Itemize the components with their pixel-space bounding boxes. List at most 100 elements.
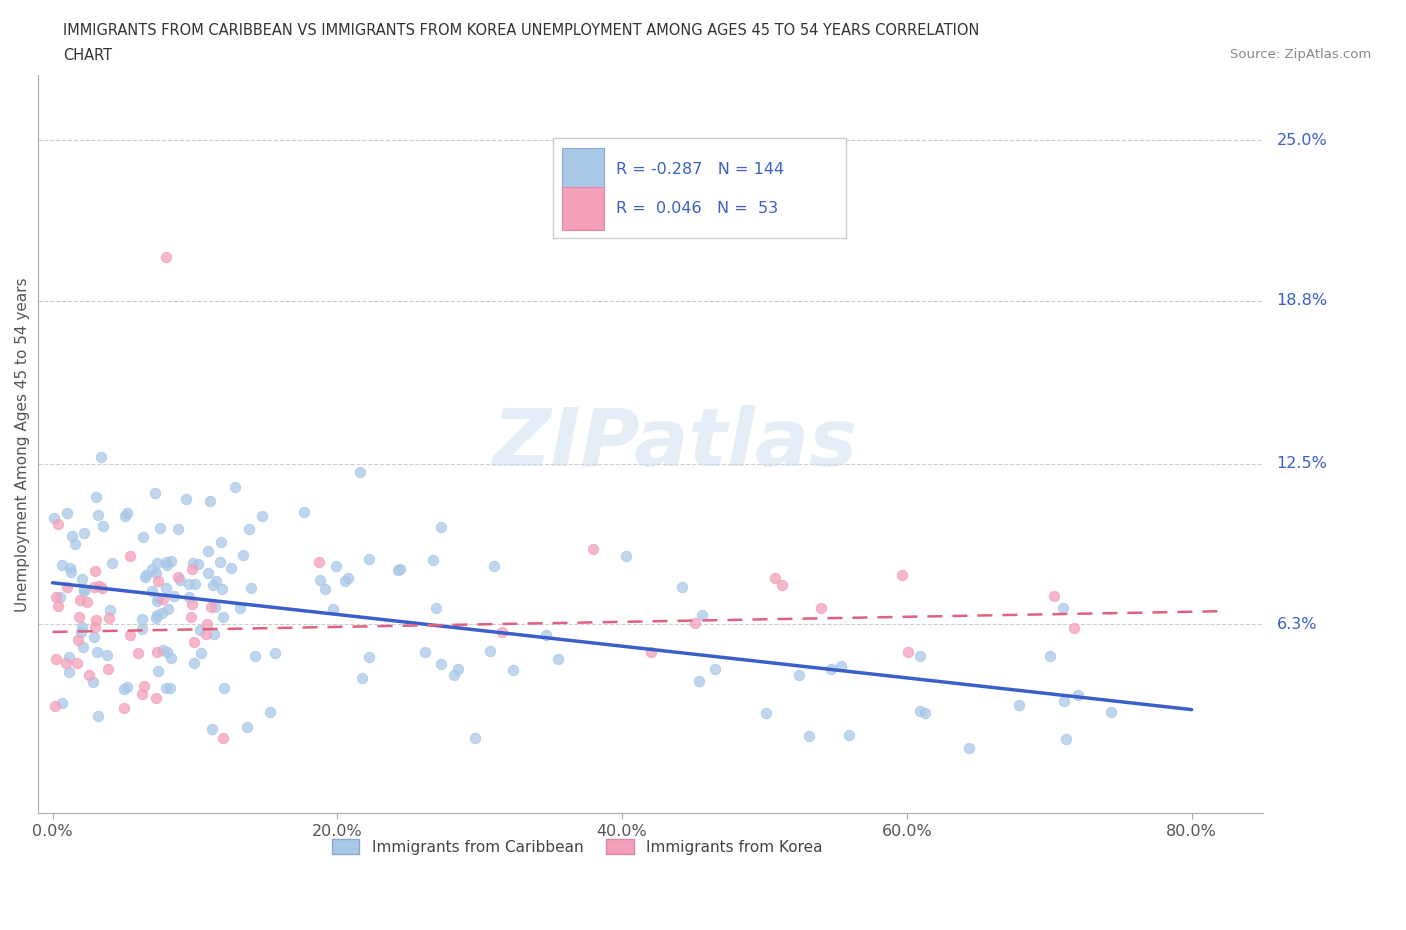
Point — [1063, 621, 1085, 636]
Point — [219, 561, 242, 576]
Point — [447, 661, 470, 676]
Point — [838, 727, 860, 742]
Point — [325, 559, 347, 574]
Point — [90, 449, 112, 464]
Point — [910, 703, 932, 718]
Point — [640, 644, 662, 659]
Point — [156, 645, 179, 660]
Point — [359, 649, 381, 664]
Point — [482, 559, 505, 574]
Point — [166, 522, 188, 537]
Point — [58, 561, 80, 576]
Point — [145, 644, 167, 659]
Point — [96, 648, 118, 663]
Point — [87, 578, 110, 593]
Point — [478, 644, 501, 658]
Point — [145, 611, 167, 626]
Legend: Immigrants from Caribbean, Immigrants from Korea: Immigrants from Caribbean, Immigrants fr… — [326, 833, 828, 861]
Point — [211, 582, 233, 597]
Point — [131, 622, 153, 637]
Point — [73, 582, 96, 597]
Point — [908, 649, 931, 664]
Point — [443, 668, 465, 683]
Point — [149, 521, 172, 536]
Point — [146, 555, 169, 570]
Point — [197, 565, 219, 580]
Point — [90, 580, 112, 595]
Point — [97, 611, 120, 626]
Point — [387, 563, 409, 578]
Point — [212, 731, 235, 746]
Text: CHART: CHART — [63, 48, 112, 63]
Point — [212, 609, 235, 624]
Point — [333, 574, 356, 589]
Point — [59, 565, 82, 579]
Text: ZIPatlas: ZIPatlas — [492, 405, 858, 484]
Point — [204, 574, 226, 589]
Point — [155, 580, 177, 595]
Point — [134, 569, 156, 584]
Text: IMMIGRANTS FROM CARIBBEAN VS IMMIGRANTS FROM KOREA UNEMPLOYMENT AMONG AGES 45 TO: IMMIGRANTS FROM CARIBBEAN VS IMMIGRANTS … — [63, 23, 980, 38]
Point — [160, 554, 183, 569]
Point — [243, 649, 266, 664]
Point — [239, 580, 262, 595]
Point — [1067, 687, 1090, 702]
Point — [146, 574, 169, 589]
Point — [146, 608, 169, 623]
Point — [86, 645, 108, 660]
Point — [787, 668, 810, 683]
Point — [152, 591, 174, 606]
Point — [238, 522, 260, 537]
Point — [145, 691, 167, 706]
Point — [799, 728, 821, 743]
Point — [704, 661, 727, 676]
Point — [58, 665, 80, 680]
Point — [250, 509, 273, 524]
Point — [1054, 731, 1077, 746]
Point — [155, 249, 177, 264]
Point — [156, 557, 179, 572]
Point — [1043, 589, 1066, 604]
Point — [97, 662, 120, 677]
Point — [204, 600, 226, 615]
Point — [60, 528, 83, 543]
Point — [76, 594, 98, 609]
Point — [70, 571, 93, 586]
Point — [160, 650, 183, 665]
Point — [84, 613, 107, 628]
Point — [112, 701, 135, 716]
Point — [91, 518, 114, 533]
Point — [148, 664, 170, 679]
Point — [1008, 698, 1031, 712]
Point — [56, 580, 79, 595]
Point — [155, 681, 177, 696]
Point — [69, 592, 91, 607]
Point — [314, 581, 336, 596]
Point — [141, 562, 163, 577]
Point — [184, 577, 207, 591]
Point — [55, 506, 77, 521]
Point — [422, 552, 444, 567]
Point — [69, 625, 91, 640]
Point — [187, 556, 209, 571]
Point — [86, 508, 108, 523]
Point — [547, 652, 569, 667]
Point — [84, 564, 107, 578]
Point — [157, 602, 180, 617]
Point — [614, 549, 637, 564]
Point — [152, 643, 174, 658]
Point — [212, 681, 235, 696]
Point — [48, 590, 70, 604]
Point — [145, 485, 167, 500]
Point — [132, 679, 155, 694]
Point — [166, 569, 188, 584]
Point — [83, 579, 105, 594]
Point — [70, 619, 93, 634]
Point — [83, 630, 105, 644]
Point — [55, 656, 77, 671]
Point — [259, 705, 281, 720]
Point — [66, 656, 89, 671]
Point — [810, 600, 832, 615]
Point — [209, 534, 232, 549]
Point — [208, 554, 231, 569]
